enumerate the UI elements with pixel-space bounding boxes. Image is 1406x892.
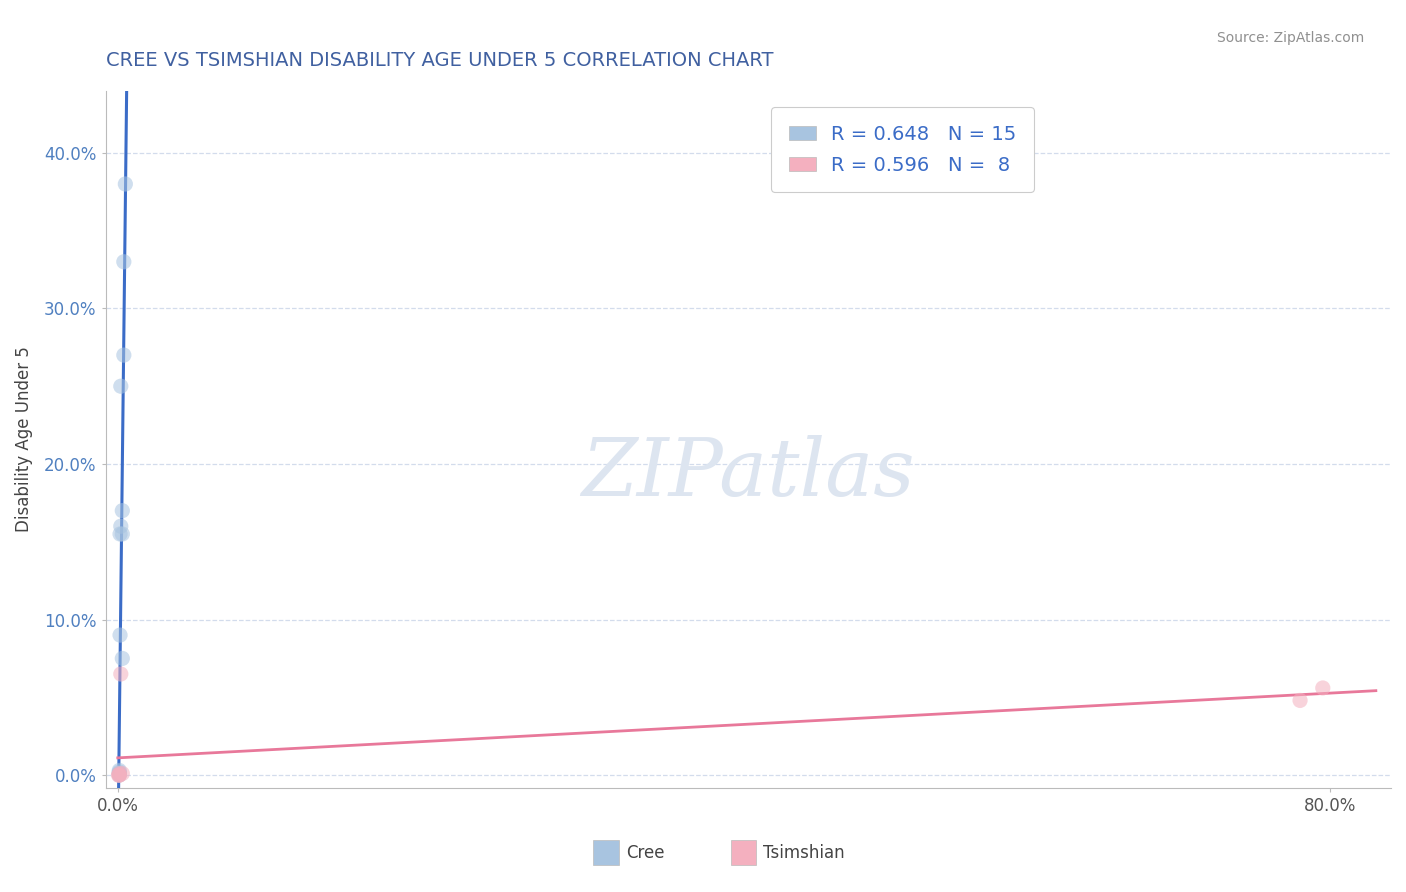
Point (111, 766, 134, 780)
Text: Source: ZipAtlas.com: Source: ZipAtlas.com (1216, 31, 1364, 45)
Point (111, 503, 134, 517)
Point (108, 628, 131, 642)
Point (108, 764, 131, 778)
Text: ZIPatlas: ZIPatlas (582, 435, 915, 513)
Point (108, 766, 131, 780)
Point (110, 519, 132, 533)
Point (108, 766, 131, 780)
Point (107, 768, 129, 782)
Point (110, 667, 132, 681)
Point (110, 379, 132, 393)
Point (108, 768, 131, 782)
Text: CREE VS TSIMSHIAN DISABILITY AGE UNDER 5 CORRELATION CHART: CREE VS TSIMSHIAN DISABILITY AGE UNDER 5… (105, 51, 773, 70)
Point (112, 254, 135, 268)
Legend: R = 0.648   N = 15, R = 0.596   N =  8: R = 0.648 N = 15, R = 0.596 N = 8 (772, 107, 1035, 192)
Point (108, 768, 131, 782)
Point (114, 177, 136, 191)
Point (111, 651, 134, 665)
Point (108, 768, 131, 782)
Point (111, 527, 134, 541)
Point (1289, 693, 1312, 707)
Y-axis label: Disability Age Under 5: Disability Age Under 5 (15, 346, 32, 532)
Point (108, 527, 131, 541)
Point (108, 764, 131, 779)
Point (1312, 681, 1334, 695)
Point (108, 766, 131, 780)
Text: Cree: Cree (626, 844, 664, 862)
Point (112, 348, 135, 362)
Text: Tsimshian: Tsimshian (763, 844, 845, 862)
